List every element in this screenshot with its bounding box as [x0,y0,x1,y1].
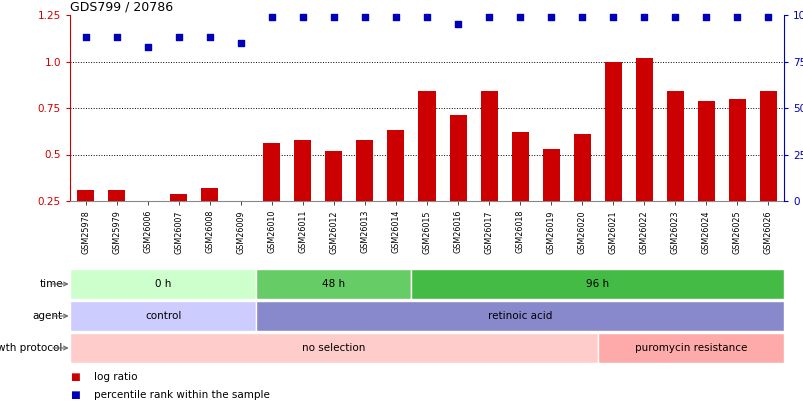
Text: 0 h: 0 h [155,279,171,289]
Point [389,14,402,20]
Bar [597,333,783,363]
Point [451,21,464,28]
Bar [256,301,783,331]
Point [141,43,154,50]
Point [296,14,309,20]
Bar [108,190,125,201]
Bar [728,99,745,201]
Bar [201,188,218,201]
Point [761,14,774,20]
Bar [70,333,597,363]
Point [234,40,247,46]
Point [606,14,619,20]
Bar [263,143,280,201]
Text: GDS799 / 20786: GDS799 / 20786 [70,1,173,14]
Text: growth protocol: growth protocol [0,343,63,353]
Point [668,14,681,20]
Bar [480,91,497,201]
Bar [294,140,311,201]
Bar [418,91,435,201]
Bar [573,134,590,201]
Point [575,14,588,20]
Point [327,14,340,20]
Point [420,14,433,20]
Bar [356,140,373,201]
Point [544,14,557,20]
Bar [170,194,187,201]
Bar [70,269,256,299]
Text: log ratio: log ratio [94,372,137,382]
Text: agent: agent [33,311,63,321]
Bar [232,201,249,207]
Text: no selection: no selection [302,343,365,353]
Bar [256,269,411,299]
Point [513,14,526,20]
Bar [387,130,404,201]
Text: ■: ■ [70,372,79,382]
Bar [666,91,683,201]
Text: ■: ■ [70,390,79,400]
Bar [635,58,652,201]
Point [110,34,123,40]
Text: 48 h: 48 h [322,279,345,289]
Point [637,14,650,20]
Bar [511,132,528,201]
Bar [325,151,342,201]
Text: 96 h: 96 h [585,279,609,289]
Bar [542,149,559,201]
Point [358,14,371,20]
Bar [139,201,156,209]
Text: control: control [145,311,181,321]
Text: time: time [39,279,63,289]
Point [482,14,495,20]
Bar [697,100,714,201]
Point [203,34,216,40]
Point [172,34,185,40]
Point [265,14,278,20]
Bar [604,62,621,201]
Point [730,14,743,20]
Point [79,34,92,40]
Bar [759,91,776,201]
Bar [70,301,256,331]
Bar [411,269,783,299]
Text: puromycin resistance: puromycin resistance [634,343,746,353]
Bar [77,190,94,201]
Text: retinoic acid: retinoic acid [487,311,552,321]
Point [699,14,712,20]
Bar [449,115,466,201]
Text: percentile rank within the sample: percentile rank within the sample [94,390,270,400]
